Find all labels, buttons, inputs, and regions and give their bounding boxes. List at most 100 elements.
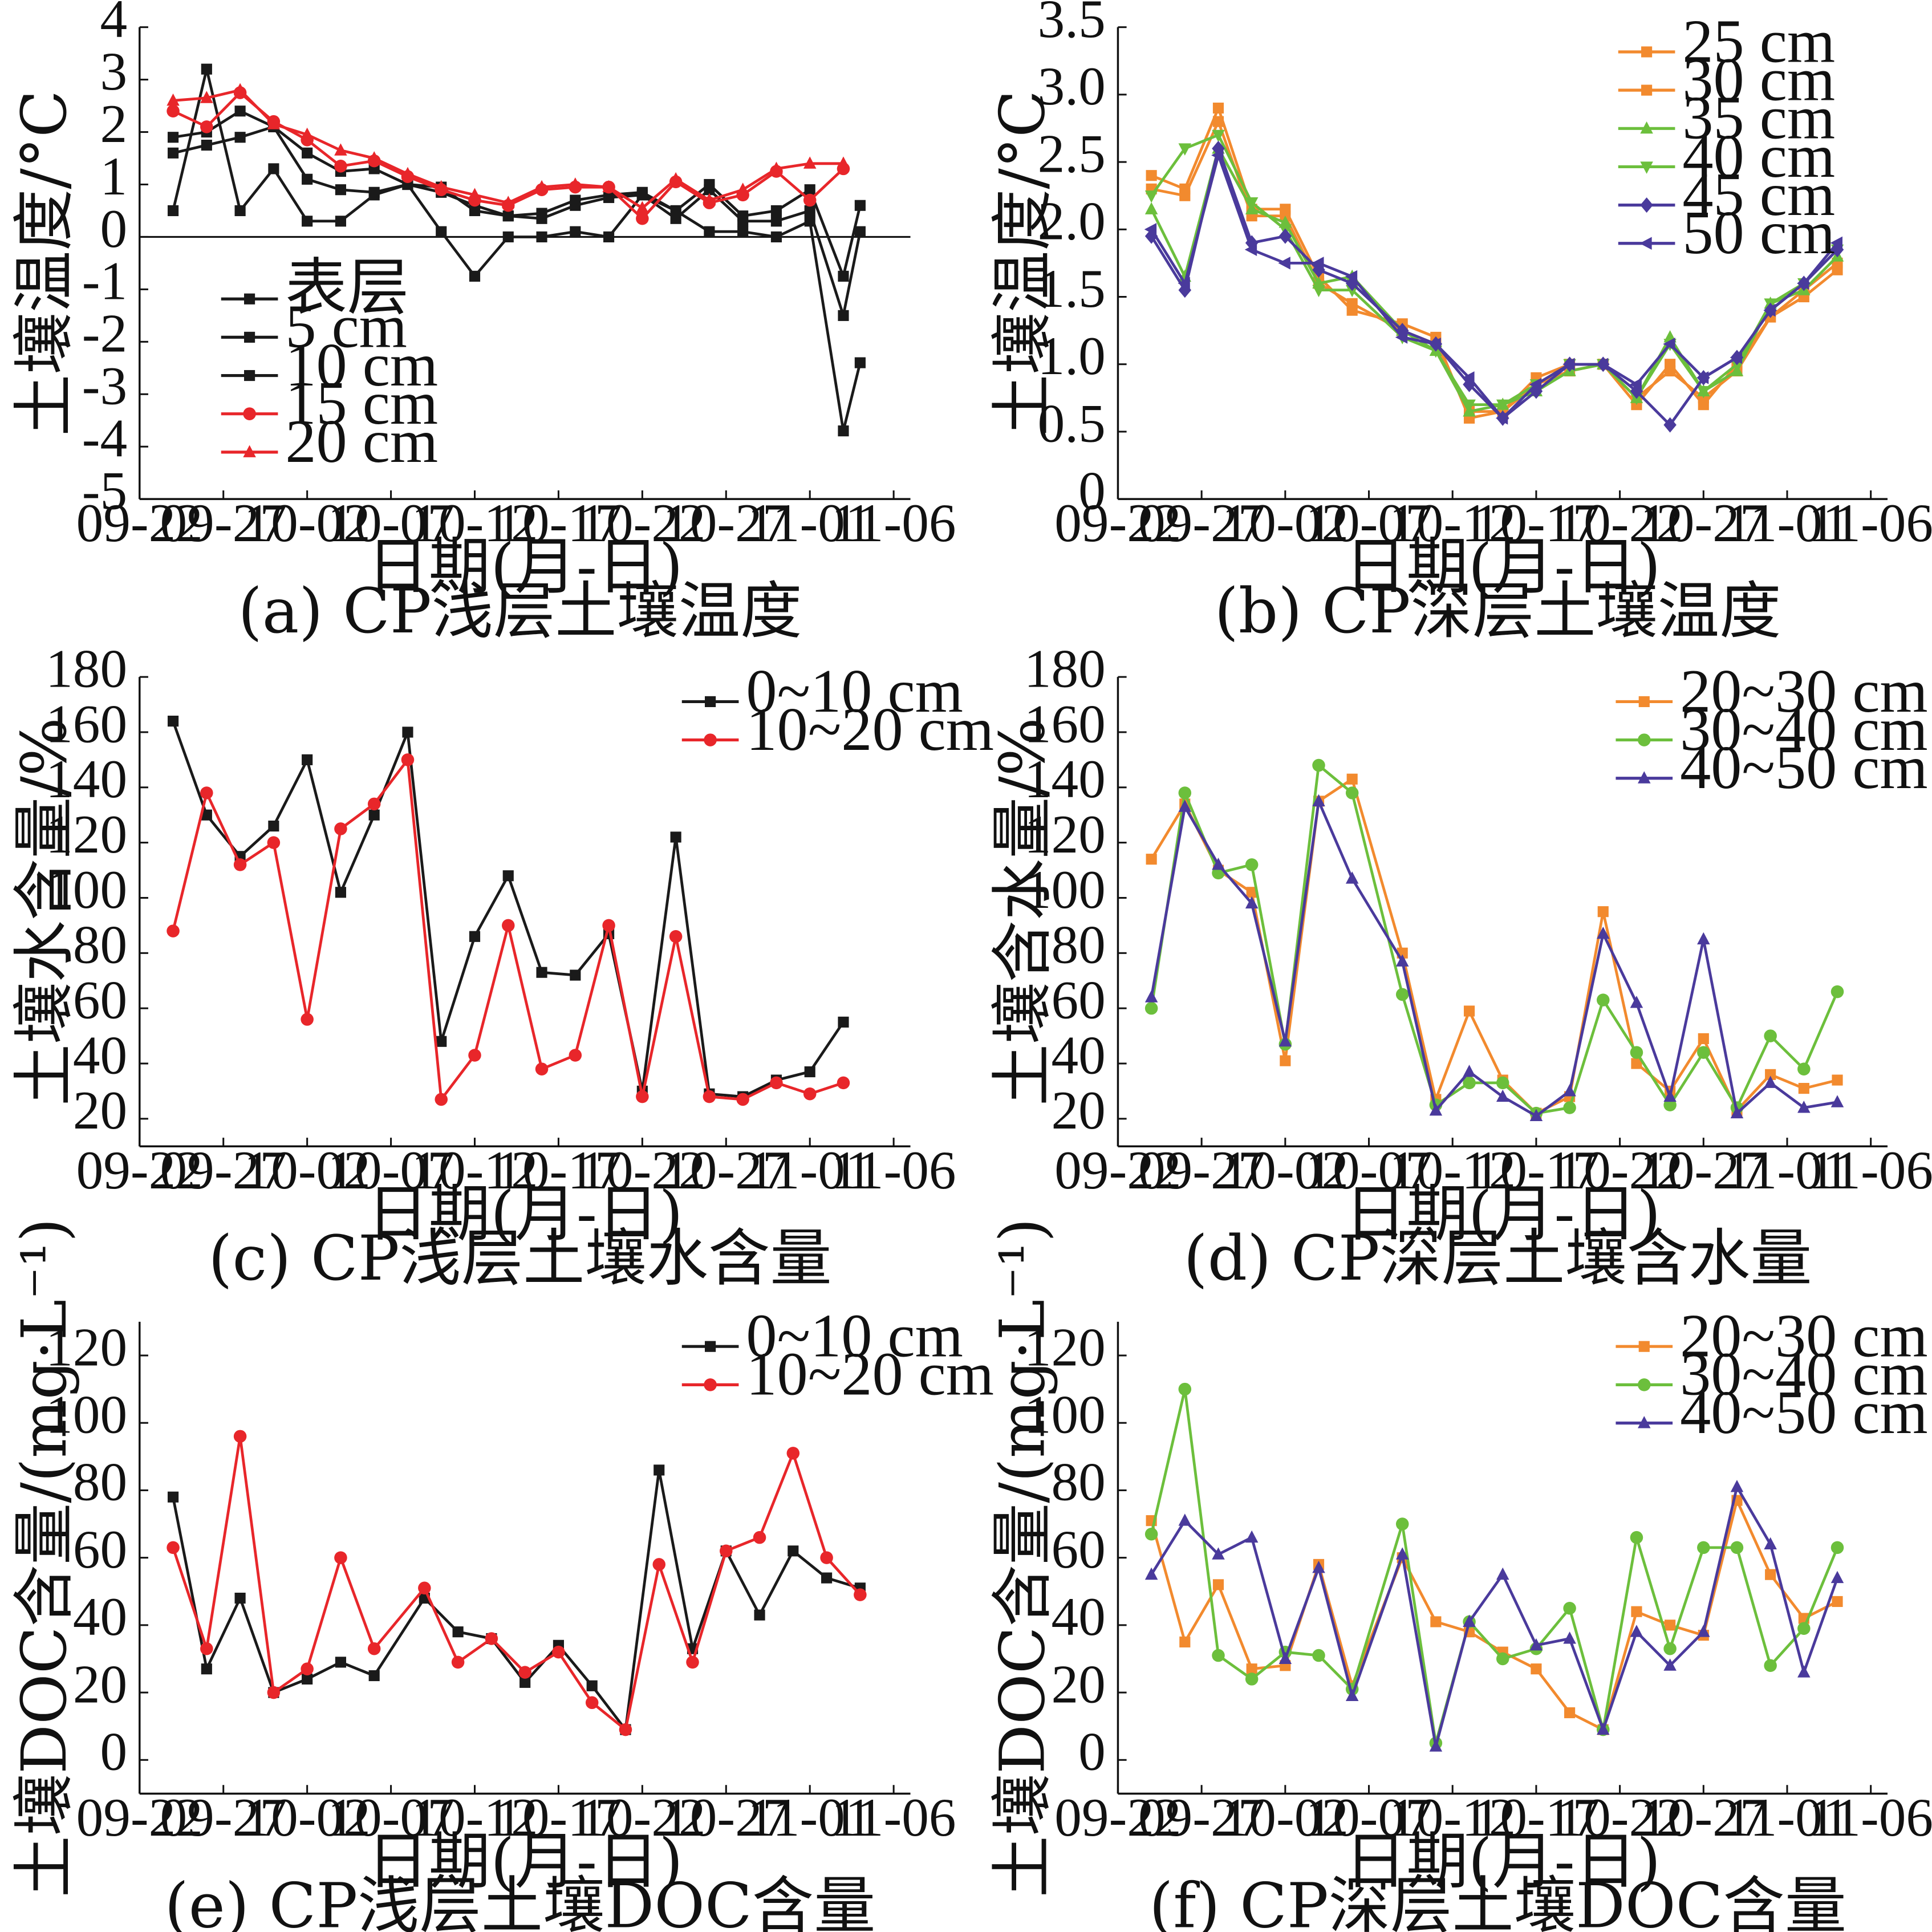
- data-point: [736, 182, 749, 195]
- data-point: [1630, 1625, 1643, 1637]
- series-20-cm: [167, 83, 850, 213]
- data-point: [1462, 371, 1475, 384]
- legend-swatch-marker: [244, 370, 255, 381]
- data-point: [1797, 1665, 1811, 1678]
- y-tick-label: 40: [73, 1586, 127, 1647]
- y-axis-title: 土壤温度/°C: [986, 90, 1058, 436]
- legend-swatch-marker: [1640, 197, 1653, 213]
- y-tick-label: 60: [1051, 1519, 1105, 1580]
- legend-item: 40~50 cm: [1616, 733, 1928, 802]
- data-point: [234, 1592, 246, 1604]
- data-point: [1345, 275, 1359, 291]
- data-point: [200, 120, 213, 133]
- series-line: [172, 1435, 862, 1731]
- x-tick-label: 09-22: [1054, 1787, 1181, 1848]
- data-point: [268, 163, 279, 174]
- data-point: [803, 156, 817, 169]
- x-axis-title: 日期(月-日): [367, 530, 683, 603]
- legend-label: 45 cm: [1682, 160, 1835, 229]
- data-point: [703, 1090, 716, 1103]
- data-point: [335, 216, 346, 227]
- legend-item: 0~10 cm: [681, 657, 963, 725]
- series-50-cm: [1144, 149, 1843, 425]
- data-point: [1212, 129, 1225, 143]
- data-point: [402, 726, 413, 738]
- data-point: [1345, 1689, 1359, 1701]
- data-point: [1178, 143, 1192, 156]
- series-line: [172, 720, 845, 1098]
- y-tick-label: 0: [100, 1722, 127, 1782]
- y-tick-label: 40: [1051, 1025, 1105, 1085]
- y-tick-label: 2.0: [1038, 191, 1106, 251]
- legend-swatch-marker: [705, 696, 716, 707]
- data-point: [367, 1642, 381, 1655]
- data-point: [1278, 257, 1290, 270]
- x-tick-label: 11-01: [1725, 1140, 1850, 1200]
- legend-item: 0~10 cm: [681, 1302, 963, 1370]
- y-tick-label: 120: [1024, 1317, 1106, 1377]
- data-point: [502, 231, 514, 243]
- y-tick-label: 2: [100, 94, 127, 154]
- data-point: [1146, 170, 1157, 181]
- data-point: [1763, 303, 1776, 317]
- data-point: [1496, 1652, 1509, 1666]
- data-point: [770, 231, 782, 243]
- legend-label: 10~20 cm: [746, 1340, 994, 1409]
- data-point: [302, 1673, 313, 1685]
- data-point: [1246, 1663, 1257, 1675]
- data-point: [200, 786, 213, 799]
- data-point: [569, 177, 582, 190]
- data-point: [1212, 1649, 1225, 1662]
- data-point: [302, 216, 313, 227]
- data-point: [1245, 197, 1259, 210]
- series-30-40-cm: [1144, 1382, 1844, 1750]
- x-axis-title: 日期(月-日): [1345, 530, 1661, 603]
- y-tick-label: 80: [73, 915, 127, 975]
- legend-swatch-marker: [244, 293, 255, 305]
- data-point: [670, 205, 681, 217]
- data-point: [1630, 1046, 1643, 1059]
- x-tick-label: 09-27: [160, 1787, 287, 1848]
- y-tick-label: 3.5: [1038, 0, 1106, 49]
- data-point: [1563, 1631, 1576, 1644]
- data-point: [167, 1491, 179, 1503]
- data-point: [536, 967, 547, 978]
- data-point: [1178, 277, 1190, 290]
- data-point: [1496, 399, 1509, 412]
- legend-swatch-marker: [1638, 771, 1651, 784]
- y-tick-label: 60: [1051, 969, 1105, 1030]
- x-tick-label: 11-06: [831, 493, 956, 553]
- data-point: [1597, 906, 1609, 918]
- data-point: [502, 919, 515, 932]
- data-point: [1830, 1570, 1844, 1584]
- x-axis-title: 日期(月-日): [367, 1825, 683, 1897]
- data-point: [1496, 1089, 1509, 1102]
- y-axis-title: 土壤水含量/%: [8, 717, 80, 1106]
- data-point: [201, 809, 212, 821]
- series-0-10-cm: [167, 716, 849, 1102]
- chart-panel-c: 09-2209-2710-0210-0710-1210-1710-2210-27…: [8, 638, 994, 1294]
- data-point: [1665, 365, 1676, 377]
- data-point: [233, 1430, 247, 1443]
- data-point: [1596, 358, 1609, 371]
- y-tick-label: 160: [46, 693, 127, 754]
- legend-swatch-marker: [1638, 696, 1650, 707]
- data-point: [518, 1666, 531, 1679]
- data-point: [201, 1663, 212, 1675]
- data-point: [1144, 1001, 1158, 1015]
- data-point: [636, 186, 648, 198]
- data-point: [686, 1655, 699, 1669]
- x-tick-label: 10-27: [1640, 493, 1767, 553]
- legend-swatch-marker: [1638, 1378, 1651, 1391]
- data-point: [1346, 298, 1358, 309]
- y-tick-label: 180: [46, 638, 127, 699]
- data-point: [451, 1655, 465, 1669]
- data-point: [1345, 786, 1359, 799]
- data-point: [669, 930, 683, 943]
- data-point: [1395, 954, 1409, 967]
- legend-item: 30~40 cm: [1616, 1340, 1928, 1409]
- legend-item: 表层: [221, 254, 409, 323]
- legend-swatch-marker: [1641, 84, 1653, 96]
